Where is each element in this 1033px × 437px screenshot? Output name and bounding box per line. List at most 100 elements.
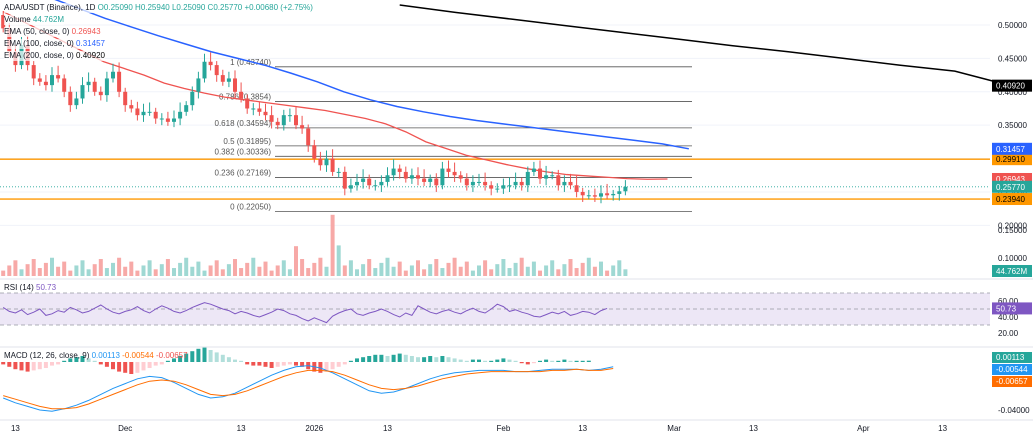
volume-bar xyxy=(434,259,439,276)
candle-body xyxy=(129,105,134,109)
volume-bar xyxy=(62,261,67,276)
macd-histogram-bar xyxy=(336,362,341,367)
volume-bar xyxy=(416,260,420,276)
time-axis-label: 13 xyxy=(578,424,587,433)
candle-body xyxy=(605,193,610,196)
macd-histogram-bar xyxy=(538,360,542,362)
volume-bar xyxy=(477,265,481,276)
macd-histogram-bar xyxy=(43,362,48,368)
volume-bar xyxy=(43,262,48,276)
volume-bar xyxy=(147,260,152,276)
macd-histogram-bar xyxy=(281,362,286,366)
ema100-legend[interactable]: EMA (100, close, 0) 0.31457 xyxy=(4,39,105,49)
candle-body xyxy=(385,175,390,182)
volume-bar xyxy=(342,265,347,276)
ema200-line xyxy=(399,4,1011,87)
candle-body xyxy=(226,78,231,82)
volume-bar xyxy=(239,268,244,276)
candle-body xyxy=(586,195,591,197)
macd-histogram-bar xyxy=(275,362,280,367)
volume-bar xyxy=(141,265,146,276)
ema100-badge xyxy=(992,142,1032,155)
rsi-legend[interactable]: RSI (14) 50.73 xyxy=(4,283,57,292)
volume-bar xyxy=(56,266,61,276)
price-tick-label: 0.50000 xyxy=(998,21,1027,30)
volume-bar xyxy=(233,259,237,276)
macd-histogram-bar xyxy=(159,362,164,365)
macd-histogram-bar xyxy=(440,356,445,362)
macd-legend[interactable]: MACD (12, 26, close, 9) 0.00113 -0.00544… xyxy=(4,351,188,360)
candle-body xyxy=(80,85,85,99)
candle-body xyxy=(525,171,530,186)
volume-bar xyxy=(287,269,292,276)
volume-bar xyxy=(623,269,628,276)
volume-bar xyxy=(312,262,317,276)
fib-level-label: 0.786 (0.3854) xyxy=(219,93,271,102)
candle-body xyxy=(62,78,67,92)
volume-legend[interactable]: Volume 44.762M xyxy=(4,15,65,25)
symbol-legend[interactable]: ADA/USDT (Binance), 1D O0.25090 H0.25940… xyxy=(4,3,313,13)
ema100-badge-text: 0.31457 xyxy=(996,145,1025,154)
rsi-value: 50.73 xyxy=(36,283,57,292)
macd-histogram-bar xyxy=(507,359,512,362)
macd-histogram-bar xyxy=(7,362,12,367)
macd-histogram-bar xyxy=(525,362,530,365)
candle-body xyxy=(477,181,481,183)
time-axis-label: 2026 xyxy=(305,424,323,433)
volume-bar xyxy=(391,266,396,276)
candle-body xyxy=(318,158,323,166)
volume-bar xyxy=(220,269,225,276)
candle-body xyxy=(544,175,549,179)
fib-level-label: 0.236 (0.27169) xyxy=(215,168,272,177)
ema50-badge-text: 0.26943 xyxy=(996,175,1025,184)
candle-body xyxy=(68,91,73,106)
volume-bar xyxy=(7,265,12,276)
macd-histogram-bar xyxy=(300,362,305,367)
volume-bar xyxy=(31,259,36,276)
candle-body xyxy=(202,61,207,79)
ema200-legend[interactable]: EMA (200, close, 0) 0.40920 xyxy=(4,51,105,61)
macd-histogram-bar xyxy=(62,360,67,362)
volume-bar xyxy=(568,259,573,276)
macd-histogram-bar xyxy=(464,360,469,362)
candle-body xyxy=(74,98,79,106)
fib-level-label: 0.618 (0.34594) xyxy=(215,119,272,128)
volume-bar xyxy=(306,268,311,276)
candle-body xyxy=(172,118,176,122)
candle-body xyxy=(269,115,274,122)
volume-bar xyxy=(172,268,176,276)
macd-histogram-bar xyxy=(318,362,323,373)
candle-body xyxy=(190,91,195,106)
candle-body xyxy=(159,118,164,120)
volume-bar xyxy=(483,260,488,276)
time-axis-label: 13 xyxy=(938,424,947,433)
volume-bar xyxy=(135,270,140,276)
volume-bar xyxy=(104,268,109,276)
macd-hist-badge-text: -0.00657 xyxy=(996,377,1028,386)
candle-body xyxy=(446,168,451,172)
candle-body xyxy=(361,178,366,182)
macd-histogram-bar xyxy=(184,353,189,362)
volume-bar xyxy=(269,270,274,276)
macd-histogram-bar xyxy=(580,360,585,362)
macd-signal-line xyxy=(3,367,614,410)
macd-histogram-bar xyxy=(19,362,24,371)
macd-histogram-bar xyxy=(37,362,42,370)
volume-bar xyxy=(129,261,134,276)
candle-body xyxy=(495,188,500,190)
volume-badge-text: 44.762M xyxy=(996,267,1027,276)
candle-body xyxy=(416,175,420,179)
candle-body xyxy=(556,175,561,186)
volume-bar xyxy=(580,262,585,276)
macd-histogram-bar xyxy=(367,356,372,362)
candle-body xyxy=(86,81,91,86)
last-price-badge-text: 0.25770 xyxy=(996,183,1025,192)
volume-bar xyxy=(251,257,256,276)
volume-bar xyxy=(324,266,329,276)
volume-bar xyxy=(330,214,335,276)
candle-body xyxy=(599,193,603,197)
ema50-legend[interactable]: EMA (50, close, 0) 0.26943 xyxy=(4,27,101,37)
